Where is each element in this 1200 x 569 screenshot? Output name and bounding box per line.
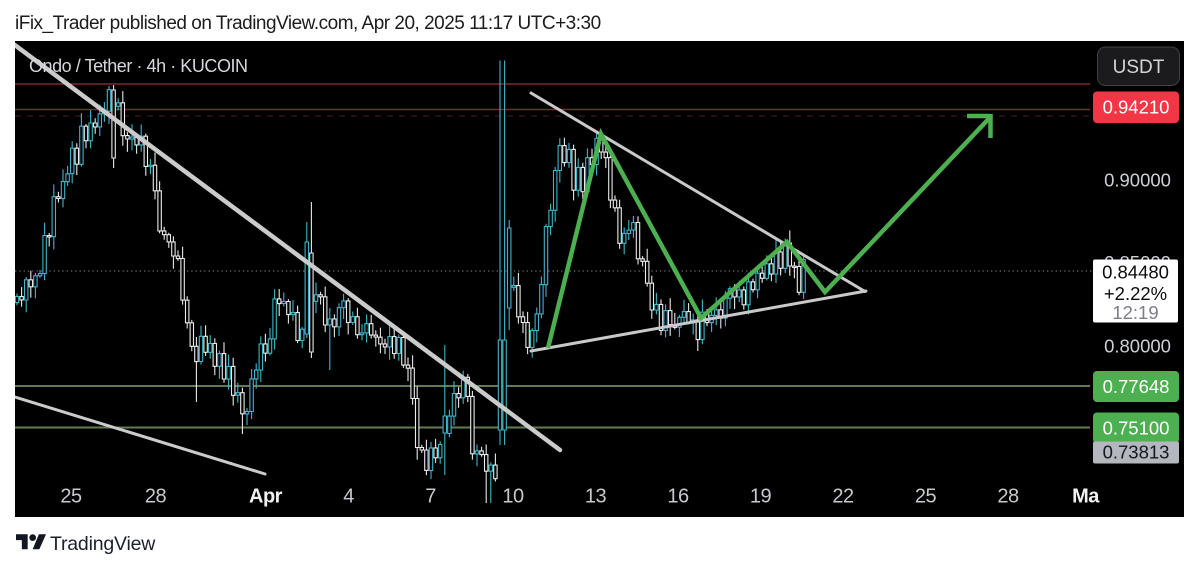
svg-text:28: 28	[145, 486, 167, 508]
svg-text:10: 10	[502, 486, 524, 508]
svg-text:Ondo / Tether · 4h · KUCOIN: Ondo / Tether · 4h · KUCOIN	[29, 56, 248, 76]
svg-text:0.73813: 0.73813	[1103, 442, 1170, 463]
svg-text:0.77648: 0.77648	[1103, 376, 1170, 397]
svg-text:Apr: Apr	[249, 486, 283, 508]
svg-text:16: 16	[667, 486, 689, 508]
svg-text:0.80000: 0.80000	[1104, 336, 1171, 357]
svg-text:Ma: Ma	[1072, 486, 1100, 508]
svg-text:19: 19	[750, 486, 772, 508]
svg-text:0.90000: 0.90000	[1104, 170, 1171, 191]
svg-text:0.94210: 0.94210	[1103, 97, 1170, 118]
svg-text:22: 22	[832, 486, 854, 508]
svg-text:USDT: USDT	[1113, 57, 1165, 78]
svg-text:+2.22%: +2.22%	[1104, 283, 1167, 304]
svg-text:13: 13	[585, 486, 607, 508]
svg-text:25: 25	[60, 486, 82, 508]
svg-text:12:19: 12:19	[1112, 302, 1158, 323]
svg-text:0.84480: 0.84480	[1102, 262, 1169, 283]
svg-text:0.75100: 0.75100	[1103, 418, 1170, 439]
svg-text:7: 7	[425, 486, 436, 508]
svg-text:28: 28	[997, 486, 1019, 508]
svg-text:4: 4	[343, 486, 354, 508]
svg-text:25: 25	[915, 486, 937, 508]
